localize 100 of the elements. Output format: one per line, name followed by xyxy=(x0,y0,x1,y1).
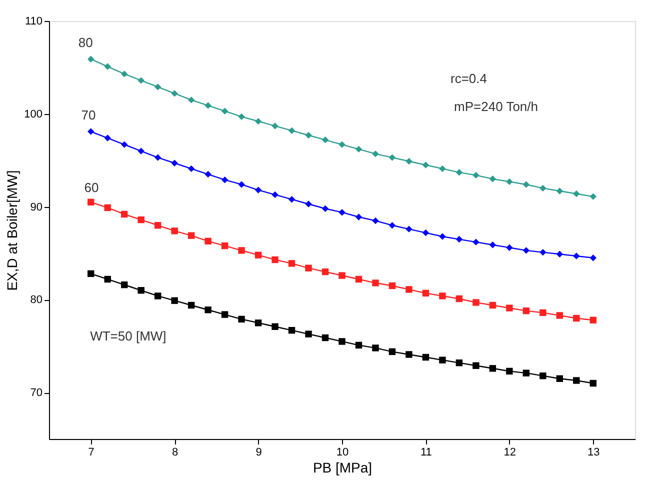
point xyxy=(138,77,144,84)
point xyxy=(138,216,144,224)
point xyxy=(372,217,379,224)
point xyxy=(573,377,580,384)
point xyxy=(422,290,430,297)
point xyxy=(338,338,346,345)
point xyxy=(305,264,312,272)
point xyxy=(388,154,396,161)
point xyxy=(540,248,546,256)
point xyxy=(188,302,195,309)
x-tick-label: 9 xyxy=(256,446,262,458)
point xyxy=(439,233,446,240)
x-tick-label: 8 xyxy=(172,446,178,458)
point xyxy=(372,280,379,286)
point xyxy=(254,252,262,258)
x-tick-label: 13 xyxy=(588,446,600,458)
x-tick-label: 12 xyxy=(504,446,516,458)
point xyxy=(472,172,480,179)
point xyxy=(556,375,564,382)
point xyxy=(88,198,94,206)
point xyxy=(120,281,128,288)
point xyxy=(171,228,178,234)
point xyxy=(338,208,346,216)
point xyxy=(171,90,178,97)
point xyxy=(104,276,111,283)
point xyxy=(104,63,111,70)
point xyxy=(522,247,530,254)
x-axis-title: PB [MPa] xyxy=(312,460,372,476)
point xyxy=(221,242,228,250)
point xyxy=(590,193,596,200)
point xyxy=(238,316,245,323)
point xyxy=(272,256,278,264)
point xyxy=(372,150,379,158)
y-axis-title: EX,D at Boiler[MW] xyxy=(4,170,20,291)
point xyxy=(422,162,430,168)
point xyxy=(254,320,262,326)
point xyxy=(590,254,596,262)
x-tick-label: 11 xyxy=(420,446,432,458)
point xyxy=(188,96,195,104)
annotation: 80 xyxy=(78,35,93,50)
point xyxy=(406,351,412,358)
point xyxy=(506,368,513,375)
point xyxy=(104,134,111,142)
annotation: rc=0.4 xyxy=(450,70,488,86)
point xyxy=(406,158,412,165)
point xyxy=(288,260,296,267)
point xyxy=(355,214,362,220)
point xyxy=(288,127,296,134)
point xyxy=(439,292,446,300)
point xyxy=(204,238,212,244)
point xyxy=(322,205,329,212)
point xyxy=(472,238,480,246)
point xyxy=(88,128,94,135)
point xyxy=(188,165,195,172)
point xyxy=(154,84,162,90)
point xyxy=(456,236,463,243)
point xyxy=(288,196,296,203)
point xyxy=(489,302,496,309)
x-tick-label: 7 xyxy=(88,446,94,458)
point xyxy=(556,312,564,319)
point xyxy=(120,141,128,148)
point xyxy=(573,190,580,198)
point xyxy=(322,334,329,342)
point xyxy=(522,181,530,188)
point xyxy=(221,176,228,184)
point xyxy=(540,184,546,192)
point xyxy=(406,226,412,232)
point xyxy=(138,287,144,294)
point xyxy=(154,222,162,229)
point xyxy=(305,132,312,139)
point xyxy=(221,311,228,318)
point xyxy=(472,362,480,369)
y-tick-label: 100 xyxy=(24,108,42,120)
y-tick-label: 90 xyxy=(30,201,42,214)
point xyxy=(221,108,228,114)
point xyxy=(439,356,446,364)
x-tick-label: 10 xyxy=(336,446,349,458)
point xyxy=(272,191,278,198)
point xyxy=(204,102,212,109)
point xyxy=(204,306,212,314)
point xyxy=(355,342,362,349)
point xyxy=(456,359,463,366)
point xyxy=(88,270,94,278)
point xyxy=(506,178,513,186)
point xyxy=(388,222,396,229)
point xyxy=(254,118,262,125)
point xyxy=(322,268,329,276)
point xyxy=(154,154,162,161)
annotation: 60 xyxy=(84,180,99,196)
annotation: mP=240 Ton/h xyxy=(454,98,538,114)
point xyxy=(506,304,513,312)
point xyxy=(372,344,379,352)
point xyxy=(338,141,346,148)
point xyxy=(188,232,195,239)
point xyxy=(322,136,329,144)
point xyxy=(171,297,178,304)
point xyxy=(489,365,496,372)
point xyxy=(272,323,278,330)
point xyxy=(88,56,94,62)
point xyxy=(388,282,396,290)
